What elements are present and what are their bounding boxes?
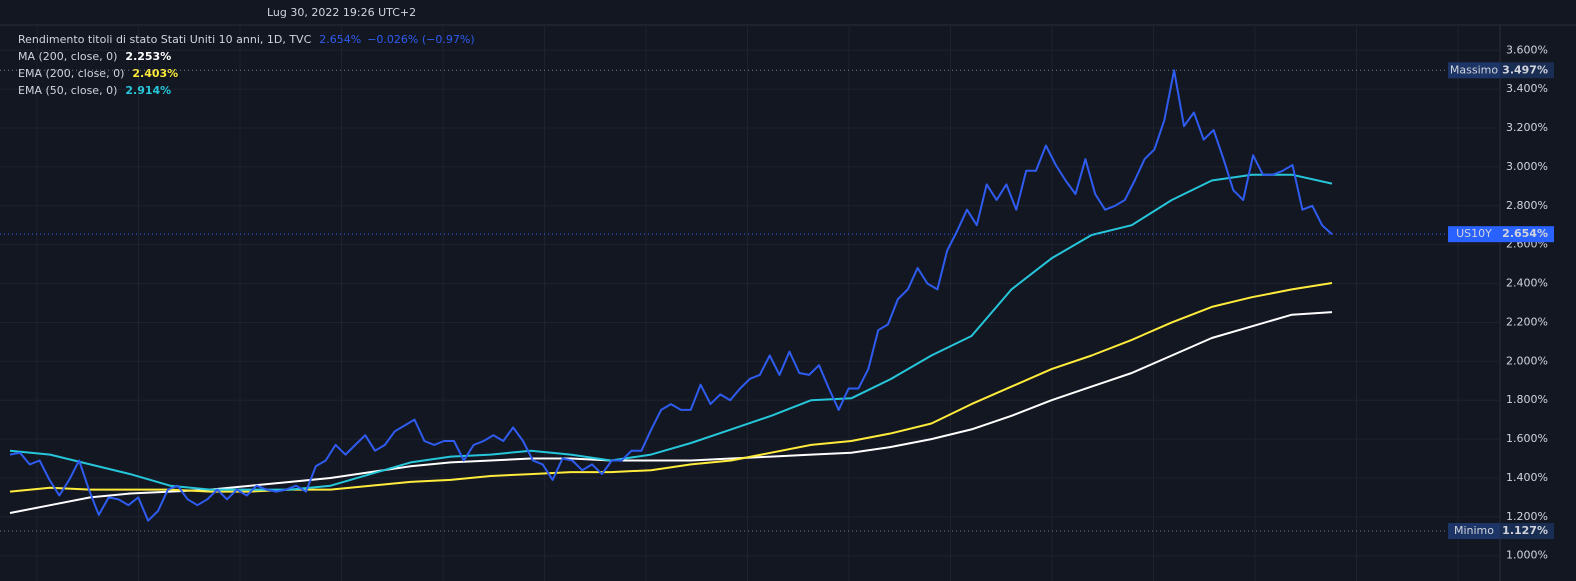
change: −0.026% (−0.97%) xyxy=(367,33,474,46)
legend-title: Rendimento titoli di stato Stati Uniti 1… xyxy=(18,33,475,46)
y-tick-label: 1.000% xyxy=(1506,549,1548,562)
series-line xyxy=(9,311,1333,514)
legend-entry: MA (200, close, 0) 2.253% xyxy=(18,50,171,63)
y-tick-label: 1.800% xyxy=(1506,393,1548,406)
series-line xyxy=(9,173,1333,491)
y-tick-label: 1.600% xyxy=(1506,432,1548,445)
marker-value-box xyxy=(1500,523,1554,540)
marker-value: 3.497% xyxy=(1502,63,1548,76)
vertical-grid xyxy=(36,25,1459,581)
legend-name: EMA (50, close, 0) xyxy=(18,84,117,97)
series-line xyxy=(9,282,1333,493)
marker-value-box xyxy=(1500,226,1554,243)
title: Rendimento titoli di stato Stati Uniti 1… xyxy=(18,33,312,46)
legend-value: 2.914% xyxy=(125,84,171,97)
legend-name: MA (200, close, 0) xyxy=(18,50,117,63)
y-tick-label: 2.800% xyxy=(1506,199,1548,212)
legend-entry: EMA (50, close, 0) 2.914% xyxy=(18,84,171,97)
legend-name: EMA (200, close, 0) xyxy=(18,67,124,80)
marker-value: 2.654% xyxy=(1502,227,1548,240)
legend-entry: EMA (200, close, 0) 2.403% xyxy=(18,67,178,80)
marker-value: 1.127% xyxy=(1502,524,1548,537)
y-tick-label: 2.400% xyxy=(1506,277,1548,290)
marker-label-box xyxy=(1448,226,1500,243)
y-tick-label: 3.600% xyxy=(1506,43,1548,56)
price: 2.654% xyxy=(319,33,361,46)
y-tick-label: 1.400% xyxy=(1506,471,1548,484)
marker-label-box xyxy=(1448,523,1500,540)
y-tick-label: 3.200% xyxy=(1506,121,1548,134)
y-tick-label: 3.400% xyxy=(1506,82,1548,95)
marker-label: US10Y xyxy=(1456,227,1492,240)
y-tick-label: 2.200% xyxy=(1506,315,1548,328)
marker-label-box xyxy=(1448,62,1500,79)
header-date: Lug 30, 2022 19:26 UTC+2 xyxy=(267,6,416,19)
legend-value: 2.403% xyxy=(132,67,178,80)
y-tick-label: 1.200% xyxy=(1506,510,1548,523)
y-tick-label: 3.000% xyxy=(1506,160,1548,173)
series-line xyxy=(9,69,1333,522)
marker-value-box xyxy=(1500,62,1554,79)
y-tick-label: 2.000% xyxy=(1506,354,1548,367)
legend-value: 2.253% xyxy=(125,50,171,63)
marker-label: Massimo xyxy=(1450,63,1498,76)
marker-label: Minimo xyxy=(1454,524,1494,537)
